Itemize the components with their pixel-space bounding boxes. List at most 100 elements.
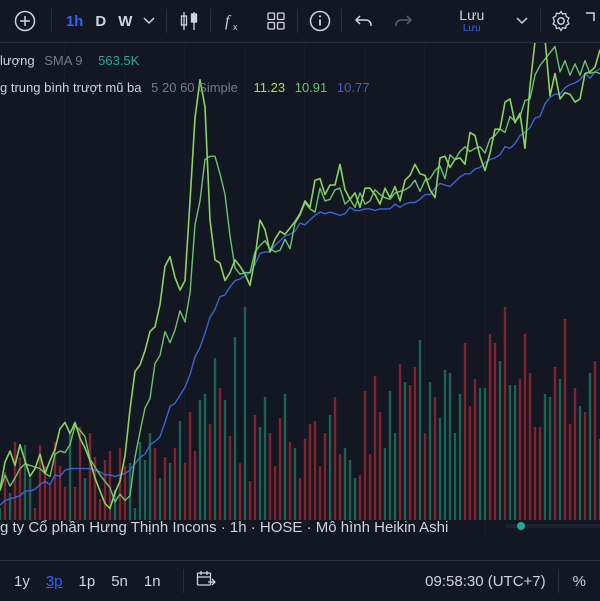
- redo-button[interactable]: [385, 0, 420, 42]
- volume-bar: [489, 334, 491, 520]
- volume-bar: [409, 385, 411, 520]
- volume-bar: [204, 394, 206, 520]
- volume-bar: [429, 382, 431, 520]
- volume-bar: [369, 454, 371, 520]
- volume-bar: [389, 391, 391, 520]
- volume-bar: [84, 478, 86, 520]
- interval-1h[interactable]: 1h: [60, 13, 90, 30]
- undo-icon: [354, 13, 374, 29]
- volume-bar: [499, 361, 501, 520]
- volume-bar: [554, 367, 556, 520]
- volume-bar: [394, 433, 396, 520]
- price-chart[interactable]: g ty Cổ phần Hưng Thịnh Incons · 1h · HO…: [0, 43, 600, 537]
- volume-bar: [484, 388, 486, 520]
- volume-bar: [184, 463, 186, 520]
- volume-bar: [199, 400, 201, 520]
- volume-bar: [259, 427, 261, 520]
- volume-bar: [249, 481, 251, 520]
- volume-bar: [469, 406, 471, 520]
- fullscreen-icon: [584, 11, 596, 31]
- volume-legend-ma: SMA 9: [44, 53, 82, 68]
- date-range-button[interactable]: [184, 570, 228, 592]
- volume-bar: [304, 439, 306, 520]
- percent-toggle[interactable]: %: [559, 573, 600, 590]
- volume-bar: [169, 463, 171, 520]
- volume-bar: [354, 478, 356, 520]
- volume-bar: [219, 388, 221, 520]
- undo-button[interactable]: [342, 0, 385, 42]
- volume-bar: [494, 343, 496, 520]
- volume-bar: [379, 412, 381, 520]
- volume-bar: [519, 379, 521, 520]
- function-icon: f x: [222, 10, 244, 32]
- volume-bar: [384, 448, 386, 520]
- svg-text:f: f: [225, 13, 232, 30]
- range-3p[interactable]: 3p: [38, 573, 71, 590]
- add-symbol-button[interactable]: [0, 0, 51, 42]
- volume-bar: [99, 499, 101, 520]
- save-sublabel: Lưu: [463, 24, 481, 34]
- volume-bar: [454, 433, 456, 520]
- layout-button[interactable]: [254, 0, 297, 42]
- volume-bar: [419, 340, 421, 520]
- volume-bar: [104, 460, 106, 520]
- indicators-button[interactable]: f x: [211, 0, 254, 42]
- volume-bar: [239, 463, 241, 520]
- volume-bar: [414, 367, 416, 520]
- volume-bar: [319, 466, 321, 520]
- volume-bar: [534, 427, 536, 520]
- range-1y[interactable]: 1y: [6, 573, 38, 590]
- range-1n[interactable]: 1n: [136, 573, 169, 590]
- volume-bar: [359, 475, 361, 520]
- volume-bar: [19, 457, 21, 520]
- save-dropdown[interactable]: [511, 0, 533, 42]
- settings-button[interactable]: [541, 0, 580, 42]
- volume-bar: [89, 433, 91, 520]
- chevron-down-icon: [143, 17, 155, 25]
- volume-bar: [574, 388, 576, 520]
- volume-bar: [539, 427, 541, 520]
- volume-bar: [444, 370, 446, 520]
- bottom-bar: 1y 3p 1p 5n 1n 09:58:30 (UTC+7) %: [0, 560, 600, 601]
- volume-bar: [284, 394, 286, 520]
- volume-bar: [234, 337, 236, 520]
- chart-type-button[interactable]: [167, 0, 210, 42]
- volume-legend-value: 563.5K: [98, 53, 139, 68]
- info-button[interactable]: [298, 0, 341, 42]
- volume-bar: [139, 442, 141, 520]
- plus-circle-icon: [14, 10, 36, 32]
- volume-bar: [179, 421, 181, 520]
- interval-dropdown[interactable]: [138, 0, 160, 42]
- volume-bar: [29, 478, 31, 520]
- volume-bar: [459, 394, 461, 520]
- ma-value-fast: 11.23: [254, 80, 286, 95]
- ma-value-slow: 10.77: [337, 80, 370, 95]
- volume-bar: [449, 373, 451, 520]
- fullscreen-button[interactable]: [581, 0, 600, 42]
- volume-bar: [279, 418, 281, 520]
- volume-legend: lượng SMA 9 563.5K: [0, 53, 139, 68]
- volume-bar: [294, 448, 296, 520]
- volume-bar: [154, 448, 156, 520]
- range-5n[interactable]: 5n: [103, 573, 136, 590]
- volume-bar: [194, 451, 196, 520]
- volume-bar: [9, 493, 11, 520]
- volume-bar: [594, 361, 596, 520]
- interval-group: 1h D W: [52, 0, 161, 42]
- volume-bars: [0, 307, 600, 520]
- ma-legend: g trung bình trượt mũ ba 5 20 60 Simple …: [0, 80, 369, 95]
- volume-bar: [474, 379, 476, 520]
- volume-bar: [324, 433, 326, 520]
- save-button[interactable]: Lưu Lưu: [433, 0, 511, 42]
- interval-w[interactable]: W: [112, 13, 138, 30]
- ma-legend-params: 5 20 60 Simple: [151, 80, 238, 95]
- volume-bar: [229, 436, 231, 520]
- range-1p[interactable]: 1p: [71, 573, 104, 590]
- interval-d[interactable]: D: [89, 13, 112, 30]
- clock[interactable]: 09:58:30 (UTC+7): [425, 573, 545, 590]
- top-toolbar: 1h D W f x: [0, 0, 600, 43]
- volume-bar: [339, 454, 341, 520]
- volume-bar: [589, 373, 591, 520]
- volume-bar: [464, 343, 466, 520]
- volume-bar: [579, 406, 581, 520]
